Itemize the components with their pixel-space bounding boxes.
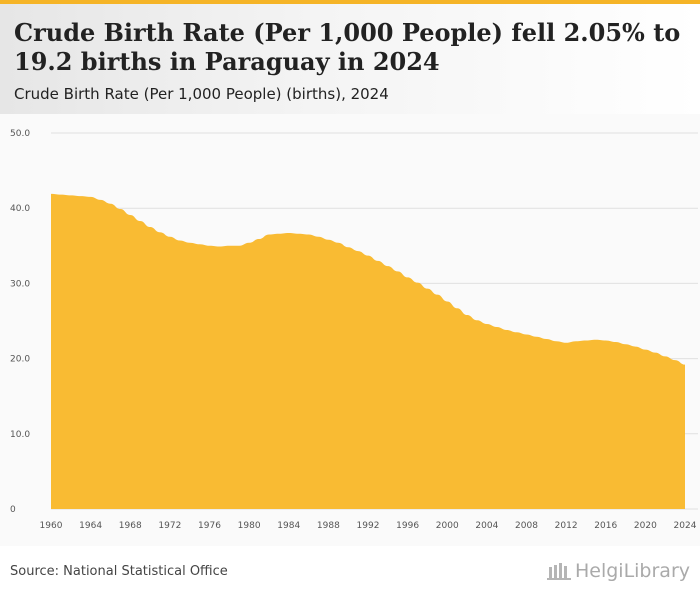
x-tick-label: 1960 bbox=[40, 521, 63, 531]
x-tick-label: 2024 bbox=[674, 521, 697, 531]
brand-name: HelgiLibrary bbox=[574, 560, 690, 582]
y-tick-label: 20.0 bbox=[10, 355, 30, 365]
x-tick-label: 1964 bbox=[79, 521, 102, 531]
chart-title: Crude Birth Rate (Per 1,000 People) fell… bbox=[14, 18, 681, 76]
x-tick-label: 1980 bbox=[238, 521, 261, 531]
x-axis-ticks: 1960 1964 1968 1972 1976 1980 1984 1988 1992 1996… bbox=[40, 521, 697, 531]
x-tick-label: 2016 bbox=[594, 521, 617, 531]
brand-logo[interactable]: HelgiLibrary bbox=[546, 560, 690, 582]
x-tick-label: 1984 bbox=[277, 521, 300, 531]
x-tick-label: 1992 bbox=[357, 521, 380, 531]
x-tick-label: 2020 bbox=[634, 521, 657, 531]
y-tick-label: 50.0 bbox=[10, 129, 30, 139]
x-tick-label: 2004 bbox=[475, 521, 498, 531]
x-tick-label: 1972 bbox=[158, 521, 181, 531]
y-axis-ticks: 0 10.0 20.0 30.0 40.0 50.0 bbox=[10, 129, 30, 515]
y-tick-label: 10.0 bbox=[10, 430, 30, 440]
top-accent-rule bbox=[0, 0, 700, 4]
y-tick-label: 0 bbox=[10, 505, 16, 515]
x-tick-label: 1996 bbox=[396, 521, 419, 531]
x-tick-label: 2000 bbox=[436, 521, 459, 531]
x-tick-label: 1976 bbox=[198, 521, 221, 531]
y-tick-label: 40.0 bbox=[10, 204, 30, 214]
header-band: Crude Birth Rate (Per 1,000 People) fell… bbox=[0, 4, 700, 114]
birth-rate-area bbox=[51, 193, 685, 510]
source-note: Source: National Statistical Office bbox=[10, 564, 228, 579]
x-tick-label: 1988 bbox=[317, 521, 340, 531]
chart-subtitle: Crude Birth Rate (Per 1,000 People) (bir… bbox=[14, 85, 389, 103]
y-tick-label: 30.0 bbox=[10, 279, 30, 289]
x-tick-label: 1968 bbox=[119, 521, 142, 531]
x-tick-label: 2012 bbox=[555, 521, 578, 531]
area-series bbox=[51, 193, 685, 510]
x-tick-label: 2008 bbox=[515, 521, 538, 531]
library-building-icon bbox=[546, 563, 571, 580]
